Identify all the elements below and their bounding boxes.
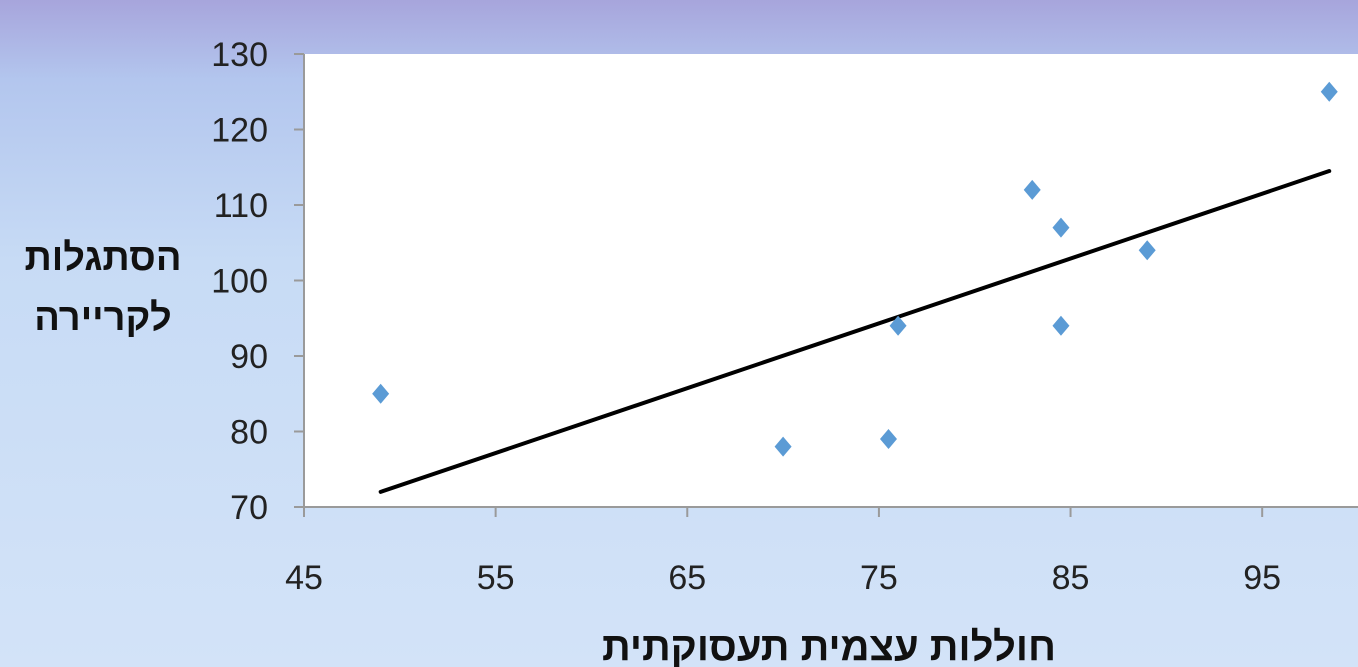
x-tick-label: 95 <box>1243 559 1281 597</box>
y-tick-label: 80 <box>230 414 268 452</box>
y-axis-title-line-2: לקריירה <box>34 297 171 339</box>
y-tick-label: 70 <box>230 489 268 527</box>
x-axis-title: חוללות עצמית תעסוקתית <box>602 625 1056 667</box>
x-tick-label: 75 <box>860 559 898 597</box>
data-point <box>1052 217 1070 238</box>
x-tick-label: 65 <box>668 559 706 597</box>
trendline <box>378 169 1332 494</box>
y-tick-label: 110 <box>214 187 268 225</box>
data-point <box>879 429 897 450</box>
y-tick-label: 100 <box>211 263 268 301</box>
data-point <box>1320 81 1338 102</box>
data-point <box>889 315 907 336</box>
x-tick-label: 85 <box>1052 559 1090 597</box>
x-tick-label: 45 <box>285 559 323 597</box>
y-axis: 70 80 90 100 110 120 130 <box>211 36 305 527</box>
data-point <box>774 436 792 457</box>
y-tick-label: 130 <box>211 36 268 74</box>
trendline-layer <box>378 169 1332 494</box>
y-tick-label: 90 <box>230 338 268 376</box>
data-point <box>1052 315 1070 336</box>
x-axis: 45 55 65 75 85 95 <box>285 506 1358 597</box>
data-point <box>1023 179 1041 200</box>
x-tick-label: 55 <box>477 559 515 597</box>
data-point <box>372 383 390 404</box>
y-axis-title-line-1: הסתגלות <box>24 237 181 279</box>
y-tick-label: 120 <box>211 112 268 150</box>
data-points <box>372 81 1338 457</box>
plot-area <box>304 54 1358 507</box>
data-point <box>1138 240 1156 261</box>
